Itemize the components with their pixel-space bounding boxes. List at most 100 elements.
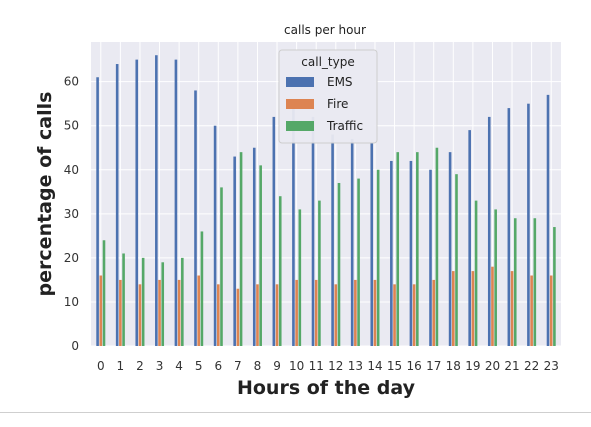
bar-fire-hour-21 <box>510 271 514 346</box>
x-tick-label: 11 <box>309 359 324 373</box>
bar-fire-hour-16 <box>412 284 416 346</box>
bar-fire-hour-11 <box>314 279 318 346</box>
bar-ems-hour-12 <box>331 134 334 346</box>
bar-fire-hour-17 <box>432 279 436 346</box>
bar-ems-hour-22 <box>527 103 530 347</box>
x-tick-label: 17 <box>426 359 441 373</box>
y-tick-label: 50 <box>64 119 79 133</box>
bar-traffic-hour-15 <box>396 152 400 346</box>
bar-ems-hour-20 <box>487 116 491 346</box>
x-tick-label: 6 <box>214 359 222 373</box>
bar-ems-hour-13 <box>350 138 354 346</box>
bar-ems-hour-7 <box>233 156 236 346</box>
x-tick-label: 22 <box>524 359 539 373</box>
x-tick-label: 14 <box>367 359 382 373</box>
x-tick-label: 10 <box>289 359 304 373</box>
bar-traffic-hour-12 <box>337 182 341 346</box>
bar-traffic-hour-14 <box>376 169 380 346</box>
legend-swatch-ems <box>286 77 314 87</box>
bar-fire-hour-7 <box>236 288 240 346</box>
x-tick-label: 16 <box>406 359 421 373</box>
bar-traffic-hour-7 <box>239 152 243 346</box>
bar-ems-hour-14 <box>370 143 374 346</box>
x-tick-label: 9 <box>273 359 281 373</box>
bar-ems-hour-17 <box>429 169 432 346</box>
divider <box>0 412 591 413</box>
bar-fire-hour-19 <box>471 271 475 346</box>
bar-fire-hour-9 <box>275 284 279 346</box>
bar-fire-hour-1 <box>119 279 122 346</box>
bar-fire-hour-13 <box>354 279 357 346</box>
bar-ems-hour-4 <box>174 59 178 346</box>
bar-fire-hour-12 <box>334 284 338 346</box>
y-axis-label: percentage of calls <box>34 92 56 297</box>
legend-swatch-traffic <box>286 121 314 131</box>
bar-ems-hour-21 <box>507 108 511 346</box>
bar-traffic-hour-6 <box>220 187 223 346</box>
bar-traffic-hour-2 <box>141 257 145 346</box>
bar-fire-hour-20 <box>491 266 494 346</box>
legend-label-ems: EMS <box>327 75 353 89</box>
y-tick-label: 60 <box>64 75 79 89</box>
bar-ems-hour-8 <box>252 147 256 346</box>
bar-fire-hour-10 <box>295 279 298 346</box>
bar-traffic-hour-16 <box>416 152 419 346</box>
bar-traffic-hour-18 <box>455 174 458 346</box>
bar-traffic-hour-4 <box>181 257 184 346</box>
bar-traffic-hour-3 <box>161 262 165 346</box>
x-tick-label: 7 <box>234 359 242 373</box>
y-tick-label: 10 <box>64 295 79 309</box>
x-tick-label: 2 <box>136 359 144 373</box>
bar-ems-hour-2 <box>135 59 139 346</box>
bar-ems-hour-11 <box>311 116 315 346</box>
x-tick-label: 4 <box>175 359 183 373</box>
y-tick-label: 40 <box>64 163 79 177</box>
bar-ems-hour-10 <box>292 103 295 347</box>
bar-ems-hour-5 <box>194 90 197 346</box>
chart-title: calls per hour <box>284 23 366 37</box>
x-axis-label: Hours of the day <box>237 377 416 399</box>
bar-fire-hour-5 <box>197 275 201 346</box>
bar-traffic-hour-22 <box>533 218 537 346</box>
bar-traffic-hour-1 <box>122 253 125 346</box>
bar-traffic-hour-10 <box>298 209 302 346</box>
bar-ems-hour-16 <box>409 160 413 346</box>
x-tick-label: 23 <box>544 359 559 373</box>
bar-fire-hour-2 <box>138 284 142 346</box>
bar-ems-hour-23 <box>546 94 550 346</box>
bar-traffic-hour-21 <box>513 218 517 346</box>
bar-fire-hour-18 <box>451 271 455 346</box>
bar-fire-hour-22 <box>530 275 533 346</box>
bar-traffic-hour-9 <box>278 196 282 346</box>
bar-traffic-hour-5 <box>200 231 204 346</box>
bar-fire-hour-14 <box>373 279 377 346</box>
bar-ems-hour-19 <box>468 130 471 346</box>
bar-traffic-hour-13 <box>357 178 360 346</box>
bar-fire-hour-3 <box>158 279 161 346</box>
y-tick-labels: 0 10 20 30 40 50 60 <box>64 75 79 353</box>
bar-traffic-hour-0 <box>102 240 106 346</box>
bar-traffic-hour-11 <box>318 200 321 346</box>
x-tick-label: 1 <box>117 359 125 373</box>
bar-fire-hour-4 <box>177 279 181 346</box>
bar-ems-hour-18 <box>448 152 452 346</box>
bar-fire-hour-15 <box>393 284 396 346</box>
bar-traffic-hour-19 <box>474 200 478 346</box>
bar-ems-hour-0 <box>96 77 99 347</box>
legend-label-fire: Fire <box>327 97 348 111</box>
bar-traffic-hour-23 <box>553 227 556 346</box>
x-tick-labels: 0 1 2 3 4 5 6 7 8 9 10 11 12 13 14 15 16 17 18 19 20 21 22 23 <box>97 359 559 373</box>
bar-traffic-hour-17 <box>435 147 439 346</box>
bar-traffic-hour-20 <box>494 209 497 346</box>
legend-label-traffic: Traffic <box>326 119 363 133</box>
legend-title: call_type <box>301 55 354 69</box>
x-tick-label: 18 <box>446 359 461 373</box>
legend: call_type EMS Fire Traffic <box>278 49 378 144</box>
bar-fire-hour-0 <box>99 275 103 346</box>
x-tick-label: 19 <box>465 359 480 373</box>
bar-fire-hour-6 <box>216 284 220 346</box>
bar-ems-hour-6 <box>213 125 217 346</box>
bar-ems-hour-15 <box>390 160 393 346</box>
x-tick-label: 21 <box>504 359 519 373</box>
